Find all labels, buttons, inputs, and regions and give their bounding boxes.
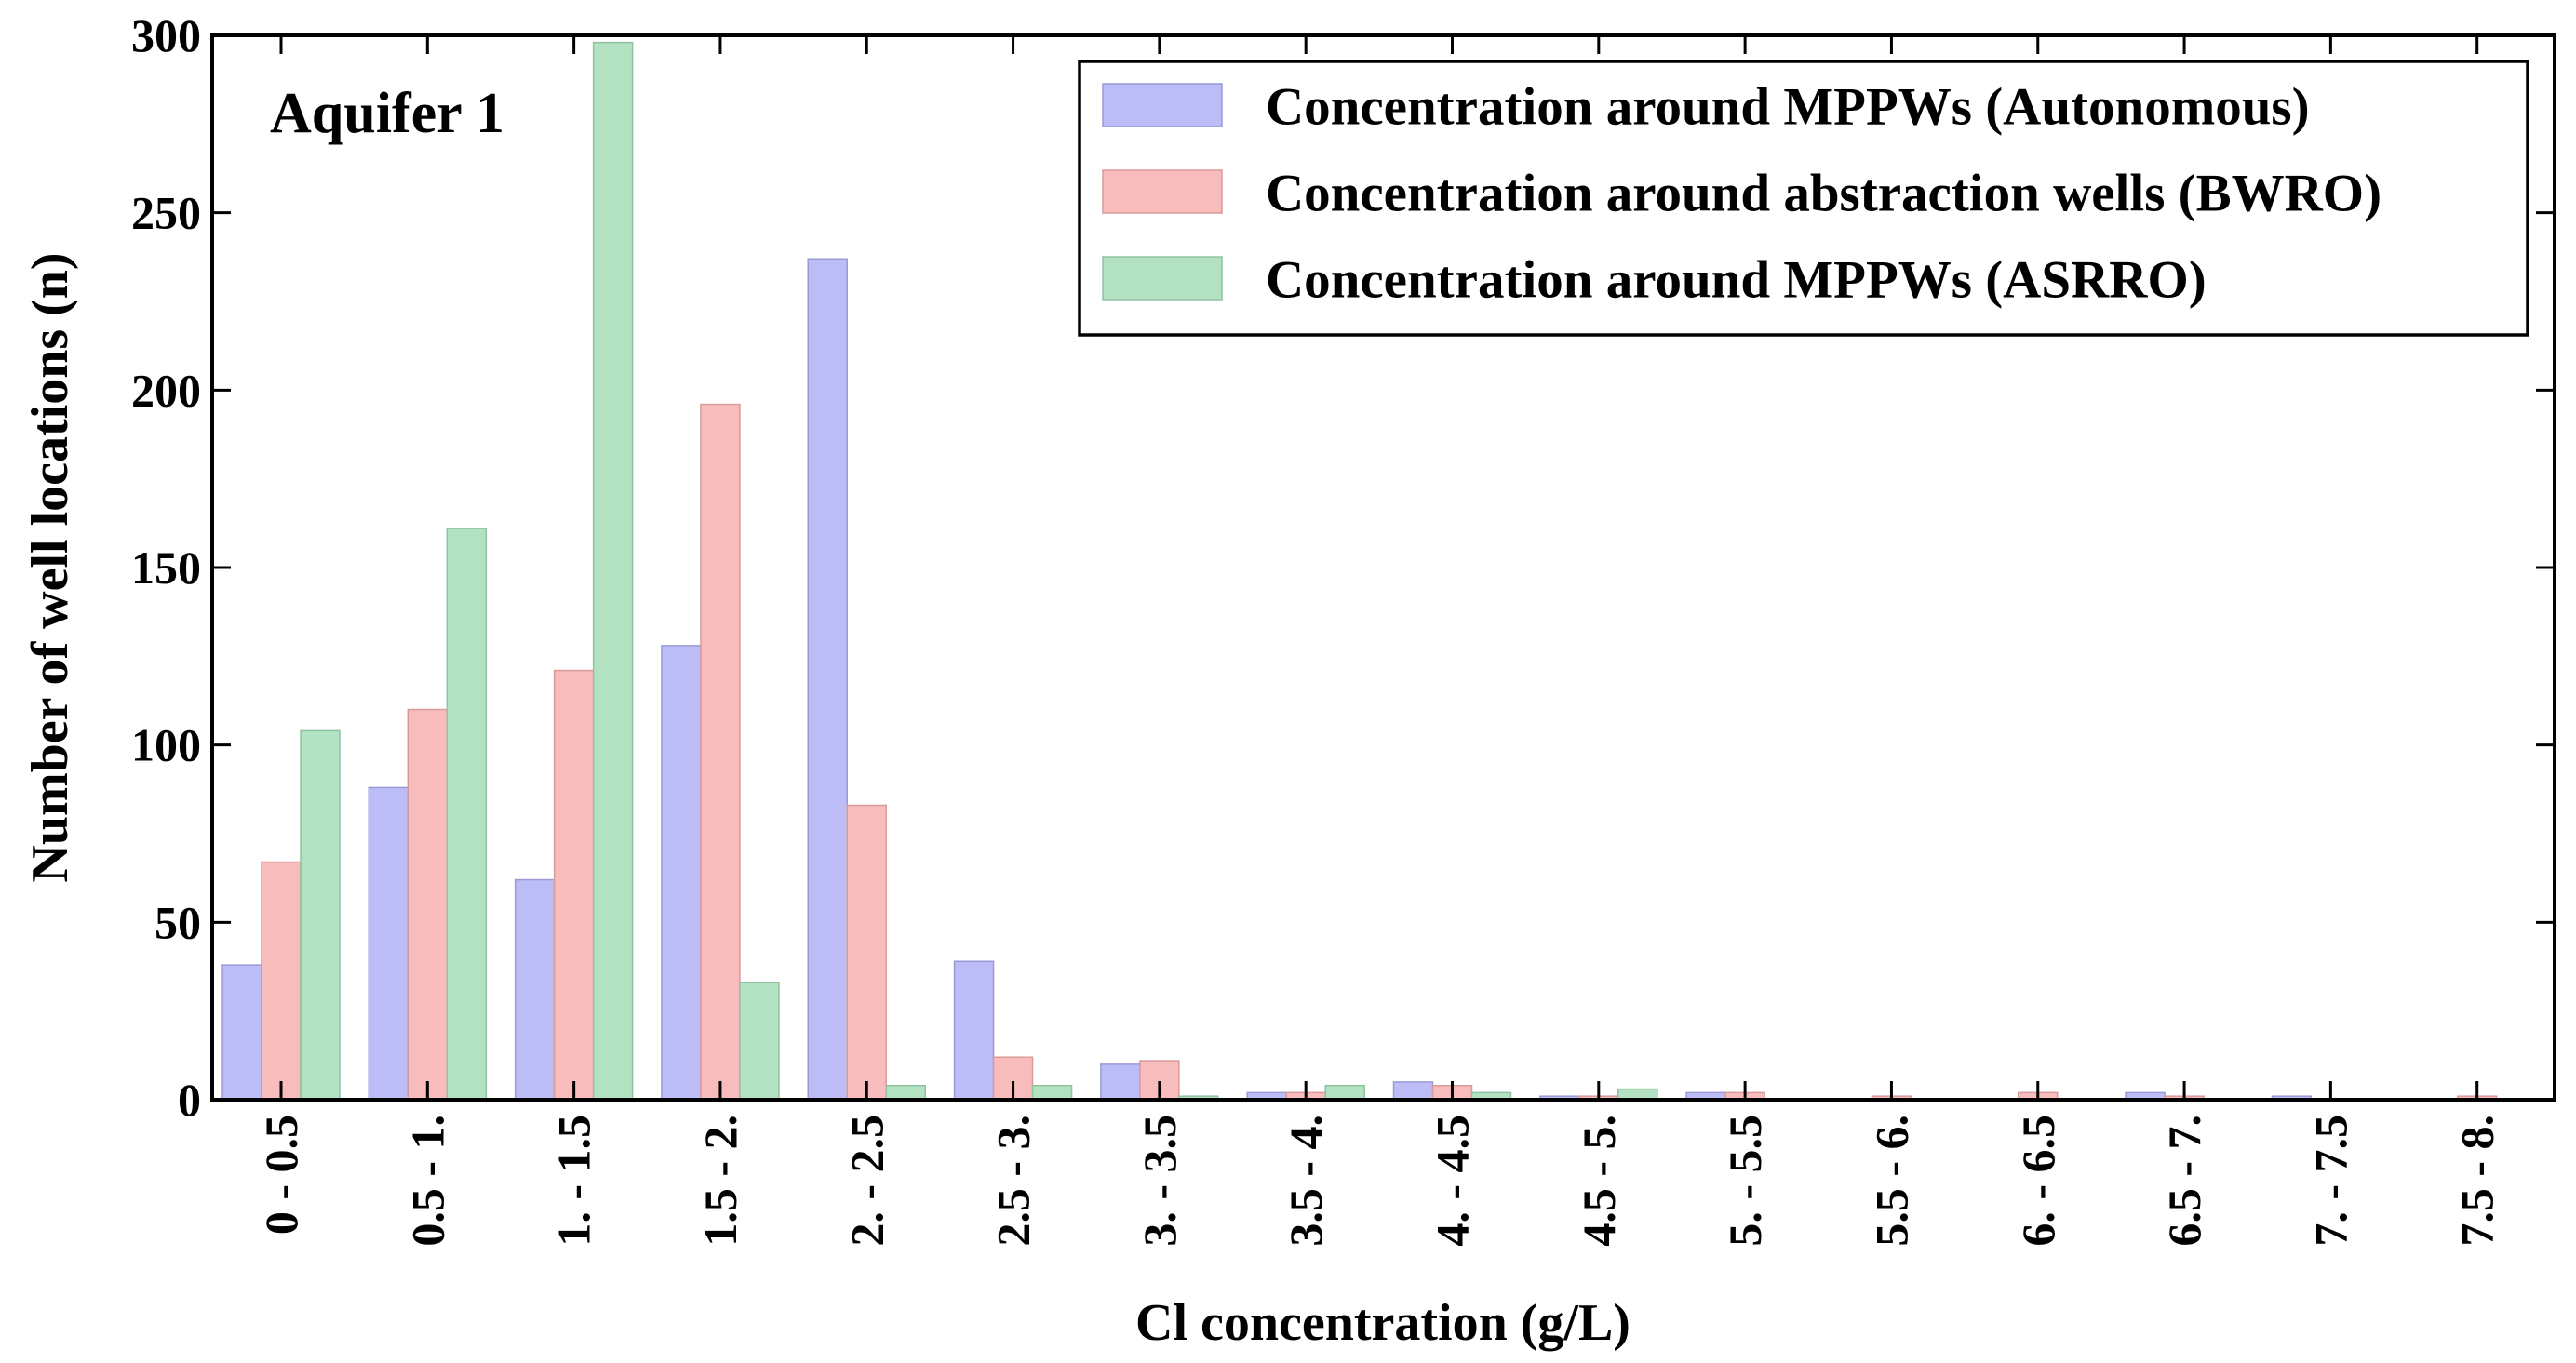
bar-s0-c5 bbox=[953, 960, 995, 1101]
x-tick-label-11: 5.5 - 6. bbox=[1865, 1115, 1917, 1247]
bar-s2-c5 bbox=[1031, 1085, 1073, 1101]
bar-s2-c4 bbox=[885, 1085, 926, 1101]
y-tick-label-5: 250 bbox=[131, 187, 201, 239]
x-tick-label-0: 0 - 0.5 bbox=[255, 1115, 307, 1235]
bar-s1-c0 bbox=[261, 861, 302, 1101]
bar-s0-c8 bbox=[1392, 1081, 1434, 1101]
bar-s2-c0 bbox=[300, 729, 341, 1101]
y-tick-label-1: 50 bbox=[154, 896, 201, 948]
y-ticks-group: 0 50 100 150 200 250 300 bbox=[131, 9, 2555, 1126]
x-tick-label-7: 3.5 - 4. bbox=[1280, 1115, 1332, 1247]
bars-group bbox=[221, 41, 2498, 1101]
bar-s2-c1 bbox=[446, 528, 488, 1101]
x-tick-label-5: 2.5 - 3. bbox=[987, 1115, 1040, 1247]
bar-s0-c2 bbox=[514, 878, 556, 1101]
y-tick-label-0: 0 bbox=[178, 1074, 201, 1126]
bar-s1-c2 bbox=[553, 669, 595, 1101]
legend-swatch-0 bbox=[1102, 83, 1223, 127]
bar-s1-c1 bbox=[407, 708, 449, 1101]
x-tick-label-8: 4. - 4.5 bbox=[1427, 1115, 1479, 1247]
bar-s2-c2 bbox=[592, 41, 634, 1101]
legend: Concentration around MPPWs (Autonomous) C… bbox=[1078, 60, 2529, 337]
legend-swatch-1 bbox=[1102, 169, 1223, 214]
y-tick-label-3: 150 bbox=[131, 541, 201, 594]
bar-s0-c4 bbox=[807, 258, 848, 1101]
bar-s2-c3 bbox=[739, 982, 780, 1101]
x-tick-label-2: 1. - 1.5 bbox=[548, 1115, 600, 1247]
legend-label-2: Concentration around MPPWs (ASRRO) bbox=[1266, 251, 2207, 310]
y-tick-label-2: 100 bbox=[131, 719, 201, 771]
panel-annotation: Aquifer 1 bbox=[270, 82, 504, 145]
plot-frame bbox=[210, 33, 2556, 1102]
x-axis-title: Cl concentration (g/L) bbox=[1135, 1294, 1630, 1352]
bar-s2-c7 bbox=[1324, 1085, 1365, 1101]
bar-s1-c4 bbox=[846, 804, 887, 1101]
x-tick-label-1: 0.5 - 1. bbox=[401, 1115, 453, 1247]
x-ticks-group: 0 - 0.5 0.5 - 1. 1. - 1.5 1.5 - 2. 2. - 2.5 2… bbox=[255, 35, 2503, 1247]
x-tick-label-12: 6. - 6.5 bbox=[2012, 1115, 2064, 1247]
x-tick-label-6: 3. - 3.5 bbox=[1134, 1115, 1186, 1247]
legend-label-1: Concentration around abstraction wells (… bbox=[1266, 165, 2381, 223]
bar-s0-c6 bbox=[1100, 1063, 1141, 1101]
x-tick-label-9: 4.5 - 5. bbox=[1573, 1115, 1625, 1247]
x-tick-label-15: 7.5 - 8. bbox=[2451, 1115, 2503, 1247]
x-tick-label-3: 1.5 - 2. bbox=[694, 1115, 746, 1247]
x-tick-label-10: 5. - 5.5 bbox=[1719, 1115, 1771, 1247]
legend-label-0: Concentration around MPPWs (Autonomous) bbox=[1266, 78, 2310, 137]
y-axis-title: Number of well locations (n) bbox=[21, 252, 79, 882]
y-tick-label-4: 200 bbox=[131, 364, 201, 416]
y-tick-label-6: 300 bbox=[131, 9, 201, 61]
bar-s0-c1 bbox=[368, 786, 409, 1101]
bar-s0-c0 bbox=[221, 964, 262, 1101]
bar-s0-c3 bbox=[661, 645, 702, 1101]
legend-swatch-2 bbox=[1102, 256, 1223, 301]
x-tick-label-13: 6.5 - 7. bbox=[2158, 1115, 2210, 1247]
x-tick-label-14: 7. - 7.5 bbox=[2304, 1115, 2356, 1247]
x-tick-label-4: 2. - 2.5 bbox=[840, 1115, 892, 1247]
bar-s1-c3 bbox=[700, 403, 741, 1101]
legend-frame bbox=[1078, 60, 2529, 337]
